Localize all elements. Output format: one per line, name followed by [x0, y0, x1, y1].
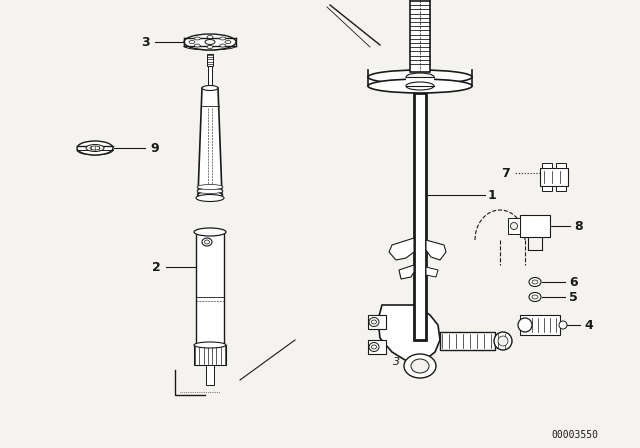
Ellipse shape — [184, 34, 236, 50]
Bar — [410, 0, 430, 72]
Polygon shape — [389, 238, 414, 260]
Text: 1: 1 — [488, 189, 497, 202]
Ellipse shape — [494, 332, 512, 350]
Ellipse shape — [198, 191, 222, 198]
Ellipse shape — [559, 321, 567, 329]
Ellipse shape — [411, 359, 429, 373]
Ellipse shape — [371, 320, 376, 324]
Ellipse shape — [498, 336, 508, 346]
Ellipse shape — [90, 146, 100, 150]
Bar — [77, 146, 113, 150]
Ellipse shape — [194, 342, 226, 348]
Bar — [184, 38, 236, 46]
Text: 8: 8 — [574, 220, 582, 233]
Ellipse shape — [207, 35, 213, 39]
Bar — [556, 186, 566, 191]
Ellipse shape — [406, 82, 434, 90]
Ellipse shape — [529, 293, 541, 302]
FancyBboxPatch shape — [540, 168, 568, 186]
Ellipse shape — [369, 318, 379, 327]
Ellipse shape — [205, 39, 215, 44]
Ellipse shape — [197, 185, 223, 190]
Ellipse shape — [196, 194, 224, 202]
Ellipse shape — [220, 37, 226, 40]
Polygon shape — [198, 88, 222, 195]
Text: 3: 3 — [141, 35, 150, 48]
Bar — [207, 54, 213, 66]
Ellipse shape — [511, 223, 518, 229]
Ellipse shape — [369, 343, 379, 352]
Polygon shape — [378, 305, 440, 360]
Ellipse shape — [532, 295, 538, 299]
Ellipse shape — [202, 86, 218, 90]
Bar — [542, 163, 552, 168]
Bar — [206, 365, 214, 385]
Ellipse shape — [189, 40, 195, 43]
Bar — [368, 315, 386, 329]
Text: 6: 6 — [569, 276, 578, 289]
Ellipse shape — [371, 345, 376, 349]
Ellipse shape — [77, 141, 113, 155]
Ellipse shape — [77, 145, 113, 155]
Ellipse shape — [225, 40, 231, 43]
Bar — [368, 340, 386, 354]
Ellipse shape — [205, 240, 209, 244]
Text: 3: 3 — [393, 357, 400, 367]
Polygon shape — [426, 240, 446, 260]
Polygon shape — [399, 265, 414, 279]
Bar — [520, 315, 560, 335]
Ellipse shape — [404, 354, 436, 378]
Ellipse shape — [529, 277, 541, 287]
Bar — [208, 66, 212, 88]
Ellipse shape — [368, 70, 472, 84]
Text: 2: 2 — [152, 260, 161, 273]
Bar — [508, 218, 520, 234]
Ellipse shape — [532, 280, 538, 284]
Ellipse shape — [197, 193, 223, 198]
Bar — [196, 232, 224, 350]
Ellipse shape — [202, 238, 212, 246]
Bar — [414, 93, 426, 340]
Bar — [556, 163, 566, 168]
Text: 5: 5 — [569, 290, 578, 303]
Ellipse shape — [197, 189, 223, 194]
Ellipse shape — [195, 44, 200, 47]
Bar — [406, 77, 434, 86]
Bar — [194, 345, 226, 365]
Ellipse shape — [184, 42, 236, 50]
Text: 4: 4 — [584, 319, 593, 332]
Ellipse shape — [195, 37, 200, 40]
Ellipse shape — [406, 73, 434, 81]
Bar — [542, 186, 552, 191]
Bar — [368, 70, 472, 84]
Ellipse shape — [86, 145, 104, 151]
FancyBboxPatch shape — [520, 215, 550, 237]
Ellipse shape — [368, 79, 472, 93]
Text: 00003550: 00003550 — [552, 430, 598, 440]
Polygon shape — [426, 267, 438, 277]
Ellipse shape — [220, 44, 226, 47]
Ellipse shape — [194, 228, 226, 236]
Ellipse shape — [518, 318, 532, 332]
Ellipse shape — [207, 46, 213, 48]
Text: 9: 9 — [150, 142, 159, 155]
Text: 7: 7 — [501, 167, 510, 180]
Bar — [440, 332, 495, 350]
